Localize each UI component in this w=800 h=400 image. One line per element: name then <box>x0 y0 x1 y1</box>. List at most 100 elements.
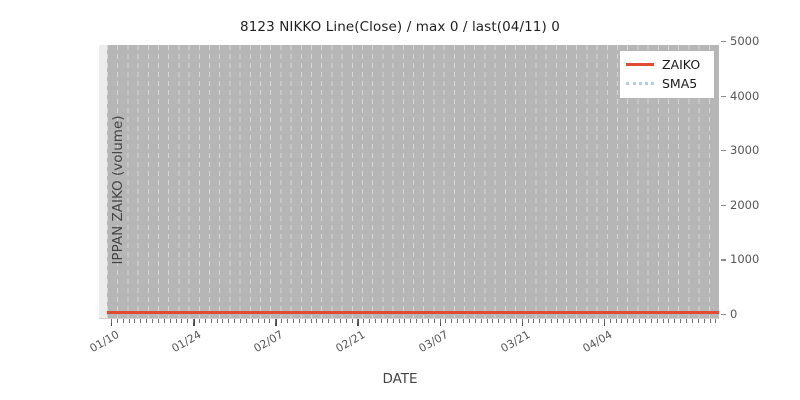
legend-swatch-zaiko <box>626 63 654 66</box>
series-line-zaiko <box>107 311 719 314</box>
y-tick-label: 3000 <box>730 143 760 158</box>
x-tick-minor <box>122 319 124 323</box>
x-tick-minor <box>263 319 265 323</box>
x-tick-minor <box>533 319 535 323</box>
x-tick-minor <box>269 319 271 323</box>
x-tick-minor <box>650 319 652 323</box>
x-tick-minor <box>416 319 418 323</box>
chart-title: 8123 NIKKO Line(Close) / max 0 / last(04… <box>240 19 560 35</box>
x-tick-minor <box>562 319 564 323</box>
x-tick-label: 03/07 <box>416 328 451 356</box>
x-tick-minor <box>686 319 688 323</box>
chart-legend[interactable]: ZAIKO SMA5 <box>620 51 714 98</box>
y-tick-mark <box>721 150 726 152</box>
x-tick-minor <box>140 319 142 323</box>
legend-item-zaiko[interactable]: ZAIKO <box>626 55 708 74</box>
x-tick-minor <box>351 319 353 323</box>
y-tick-mark <box>721 95 726 97</box>
y-tick-label: 2000 <box>730 197 760 212</box>
x-tick-minor <box>433 319 435 323</box>
x-tick-minor <box>498 319 500 323</box>
x-tick-minor <box>586 319 588 323</box>
x-tick-minor <box>175 319 177 323</box>
x-tick-minor <box>187 319 189 323</box>
x-tick-minor <box>580 319 582 323</box>
y-tick-label: 0 <box>730 307 738 321</box>
x-tick-minor <box>656 319 658 323</box>
x-tick-minor <box>445 319 447 323</box>
x-tick-minor <box>492 319 494 323</box>
x-tick-minor <box>304 319 306 323</box>
x-tick-minor <box>240 319 242 323</box>
x-tick-minor <box>281 319 283 323</box>
x-tick-minor <box>181 319 183 323</box>
x-tick-minor <box>157 319 159 323</box>
legend-item-sma5[interactable]: SMA5 <box>626 74 708 93</box>
x-tick-minor <box>480 319 482 323</box>
x-tick-minor <box>228 319 230 323</box>
x-tick-minor <box>691 319 693 323</box>
y-tick-mark <box>721 204 726 207</box>
x-tick-minor <box>386 319 388 323</box>
y-tick-mark <box>721 41 726 43</box>
legend-label-zaiko: ZAIKO <box>662 57 701 72</box>
x-tick-minor <box>504 319 506 323</box>
legend-label-sma5: SMA5 <box>662 76 698 91</box>
legend-swatch-sma5 <box>626 82 654 85</box>
x-tick-minor <box>199 319 200 323</box>
x-tick-minor <box>603 319 605 323</box>
x-tick-minor <box>644 319 646 323</box>
x-tick-minor <box>662 319 664 323</box>
x-tick-minor <box>163 319 165 323</box>
x-tick-minor <box>392 319 394 323</box>
x-tick-minor <box>287 319 289 323</box>
x-tick-minor <box>222 319 224 323</box>
x-tick-minor <box>439 319 441 323</box>
x-tick-minor <box>216 319 218 323</box>
x-tick-minor <box>633 319 635 323</box>
x-tick-label: 01/10 <box>87 328 122 356</box>
x-tick-minor <box>545 319 547 323</box>
x-tick-minor <box>363 319 365 323</box>
x-tick-minor <box>551 319 553 323</box>
x-tick-minor <box>333 319 335 323</box>
x-tick-minor <box>510 319 511 323</box>
x-tick-minor <box>369 319 371 323</box>
x-tick-minor <box>152 319 154 323</box>
x-tick-minor <box>515 319 517 323</box>
x-tick-label: 03/21 <box>498 328 533 356</box>
x-tick-minor <box>169 319 171 323</box>
x-tick-minor <box>345 319 347 323</box>
x-tick-minor <box>592 319 594 323</box>
plot-left-edge-band <box>99 45 107 318</box>
x-tick-minor <box>410 319 412 323</box>
y-tick-label: 1000 <box>730 252 760 267</box>
x-tick-label: 04/04 <box>580 328 615 356</box>
x-tick-minor <box>609 319 611 323</box>
x-tick-minor <box>668 319 670 323</box>
x-tick-minor <box>146 319 148 323</box>
x-tick-minor <box>468 319 470 323</box>
x-tick-minor <box>251 319 253 323</box>
x-tick-label: 02/21 <box>333 328 368 356</box>
x-tick-minor <box>709 319 711 323</box>
x-tick-minor <box>680 319 682 323</box>
x-tick-minor <box>463 319 465 323</box>
x-tick-minor <box>404 319 406 323</box>
x-tick-minor <box>539 319 541 323</box>
x-tick-minor <box>674 319 676 323</box>
x-tick-minor <box>134 319 136 323</box>
vertical-gridlines <box>107 45 719 318</box>
x-tick-minor <box>703 319 705 323</box>
x-tick-minor <box>210 319 212 323</box>
y-axis-title: IPPAN ZAIKO (volume) <box>110 115 126 265</box>
x-tick-minor <box>316 319 318 323</box>
x-tick-minor <box>715 319 717 323</box>
x-axis-title: DATE <box>382 371 418 387</box>
x-tick-minor <box>398 319 400 323</box>
x-tick-minor <box>615 319 617 323</box>
x-tick-minor <box>521 319 523 323</box>
x-tick-label: 01/24 <box>169 328 204 356</box>
x-tick-minor <box>322 319 324 323</box>
x-tick-minor <box>380 319 382 323</box>
